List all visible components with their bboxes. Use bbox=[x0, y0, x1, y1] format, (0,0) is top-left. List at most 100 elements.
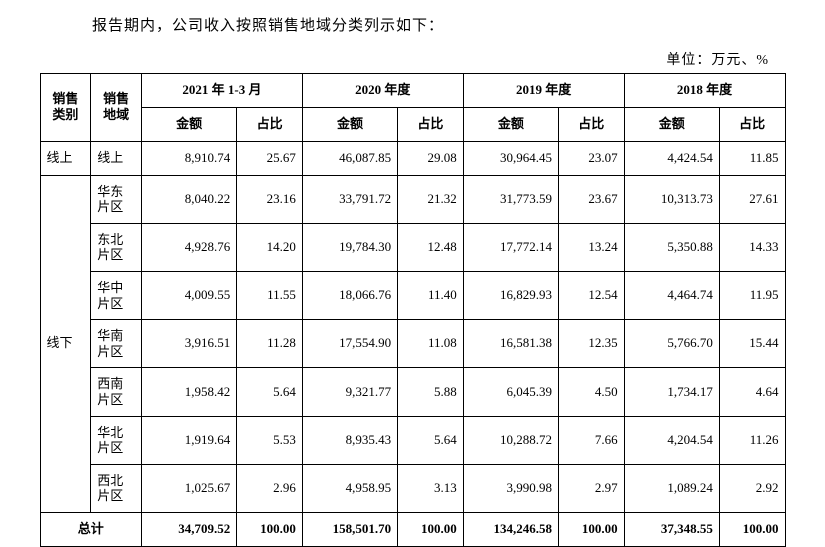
col-amount: 金额 bbox=[302, 107, 397, 141]
cell: 3,916.51 bbox=[142, 320, 237, 368]
offline-row: 西南片区 1,958.42 5.64 9,321.77 5.88 6,045.3… bbox=[40, 368, 785, 416]
cell: 14.33 bbox=[719, 223, 785, 271]
cell: 29.08 bbox=[398, 141, 464, 175]
total-label: 总计 bbox=[40, 512, 142, 546]
cell: 14.20 bbox=[237, 223, 303, 271]
col-period-3: 2018 年度 bbox=[624, 74, 785, 108]
cell: 8,040.22 bbox=[142, 175, 237, 223]
cell: 34,709.52 bbox=[142, 512, 237, 546]
cell: 100.00 bbox=[558, 512, 624, 546]
col-percent: 占比 bbox=[398, 107, 464, 141]
cell: 5.53 bbox=[237, 416, 303, 464]
cell: 11.28 bbox=[237, 320, 303, 368]
cell: 4,424.54 bbox=[624, 141, 719, 175]
region-cell: 线上 bbox=[91, 141, 142, 175]
cell: 100.00 bbox=[719, 512, 785, 546]
cell: 18,066.76 bbox=[302, 272, 397, 320]
col-amount: 金额 bbox=[463, 107, 558, 141]
cell: 2.97 bbox=[558, 464, 624, 512]
cell: 9,321.77 bbox=[302, 368, 397, 416]
unit-label: 单位：万元、% bbox=[30, 49, 769, 69]
online-row: 线上 线上 8,910.74 25.67 46,087.85 29.08 30,… bbox=[40, 141, 785, 175]
intro-text: 报告期内，公司收入按照销售地域分类列示如下： bbox=[92, 14, 795, 35]
cell: 2.96 bbox=[237, 464, 303, 512]
online-category-cell: 线上 bbox=[40, 141, 91, 175]
region-cell: 华中片区 bbox=[91, 272, 142, 320]
cell: 4,958.95 bbox=[302, 464, 397, 512]
region-cell: 东北片区 bbox=[91, 223, 142, 271]
cell: 5.88 bbox=[398, 368, 464, 416]
cell: 100.00 bbox=[237, 512, 303, 546]
col-sales-region: 销售地域 bbox=[91, 74, 142, 142]
cell: 11.26 bbox=[719, 416, 785, 464]
region-cell: 西北片区 bbox=[91, 464, 142, 512]
col-percent: 占比 bbox=[719, 107, 785, 141]
col-period-0: 2021 年 1-3 月 bbox=[142, 74, 303, 108]
cell: 4,204.54 bbox=[624, 416, 719, 464]
cell: 1,958.42 bbox=[142, 368, 237, 416]
cell: 17,554.90 bbox=[302, 320, 397, 368]
cell: 46,087.85 bbox=[302, 141, 397, 175]
cell: 1,025.67 bbox=[142, 464, 237, 512]
cell: 15.44 bbox=[719, 320, 785, 368]
offline-row: 线下 华东片区 8,040.22 23.16 33,791.72 21.32 3… bbox=[40, 175, 785, 223]
offline-category-cell: 线下 bbox=[40, 175, 91, 512]
cell: 11.08 bbox=[398, 320, 464, 368]
cell: 3.13 bbox=[398, 464, 464, 512]
col-sales-category: 销售类别 bbox=[40, 74, 91, 142]
cell: 7.66 bbox=[558, 416, 624, 464]
cell: 8,935.43 bbox=[302, 416, 397, 464]
cell: 23.67 bbox=[558, 175, 624, 223]
cell: 1,734.17 bbox=[624, 368, 719, 416]
cell: 3,990.98 bbox=[463, 464, 558, 512]
table-header-row-2: 金额 占比 金额 占比 金额 占比 金额 占比 bbox=[40, 107, 785, 141]
cell: 37,348.55 bbox=[624, 512, 719, 546]
cell: 12.35 bbox=[558, 320, 624, 368]
cell: 100.00 bbox=[398, 512, 464, 546]
revenue-by-region-table: 销售类别 销售地域 2021 年 1-3 月 2020 年度 2019 年度 2… bbox=[40, 73, 786, 547]
cell: 13.24 bbox=[558, 223, 624, 271]
cell: 31,773.59 bbox=[463, 175, 558, 223]
cell: 1,089.24 bbox=[624, 464, 719, 512]
offline-row: 东北片区 4,928.76 14.20 19,784.30 12.48 17,7… bbox=[40, 223, 785, 271]
cell: 158,501.70 bbox=[302, 512, 397, 546]
cell: 10,288.72 bbox=[463, 416, 558, 464]
cell: 16,829.93 bbox=[463, 272, 558, 320]
cell: 25.67 bbox=[237, 141, 303, 175]
cell: 4,464.74 bbox=[624, 272, 719, 320]
cell: 4.64 bbox=[719, 368, 785, 416]
region-cell: 华北片区 bbox=[91, 416, 142, 464]
cell: 12.48 bbox=[398, 223, 464, 271]
col-percent: 占比 bbox=[558, 107, 624, 141]
cell: 11.55 bbox=[237, 272, 303, 320]
col-amount: 金额 bbox=[142, 107, 237, 141]
cell: 4,928.76 bbox=[142, 223, 237, 271]
cell: 11.85 bbox=[719, 141, 785, 175]
offline-row: 华南片区 3,916.51 11.28 17,554.90 11.08 16,5… bbox=[40, 320, 785, 368]
cell: 10,313.73 bbox=[624, 175, 719, 223]
cell: 23.07 bbox=[558, 141, 624, 175]
cell: 30,964.45 bbox=[463, 141, 558, 175]
cell: 2.92 bbox=[719, 464, 785, 512]
region-cell: 华东片区 bbox=[91, 175, 142, 223]
cell: 23.16 bbox=[237, 175, 303, 223]
cell: 11.95 bbox=[719, 272, 785, 320]
total-row: 总计 34,709.52 100.00 158,501.70 100.00 13… bbox=[40, 512, 785, 546]
cell: 11.40 bbox=[398, 272, 464, 320]
cell: 5,766.70 bbox=[624, 320, 719, 368]
cell: 5.64 bbox=[237, 368, 303, 416]
cell: 33,791.72 bbox=[302, 175, 397, 223]
cell: 1,919.64 bbox=[142, 416, 237, 464]
cell: 27.61 bbox=[719, 175, 785, 223]
region-cell: 西南片区 bbox=[91, 368, 142, 416]
cell: 12.54 bbox=[558, 272, 624, 320]
cell: 4.50 bbox=[558, 368, 624, 416]
cell: 6,045.39 bbox=[463, 368, 558, 416]
cell: 134,246.58 bbox=[463, 512, 558, 546]
col-period-1: 2020 年度 bbox=[302, 74, 463, 108]
offline-row: 华中片区 4,009.55 11.55 18,066.76 11.40 16,8… bbox=[40, 272, 785, 320]
table-header-row-1: 销售类别 销售地域 2021 年 1-3 月 2020 年度 2019 年度 2… bbox=[40, 74, 785, 108]
cell: 4,009.55 bbox=[142, 272, 237, 320]
cell: 5,350.88 bbox=[624, 223, 719, 271]
cell: 19,784.30 bbox=[302, 223, 397, 271]
